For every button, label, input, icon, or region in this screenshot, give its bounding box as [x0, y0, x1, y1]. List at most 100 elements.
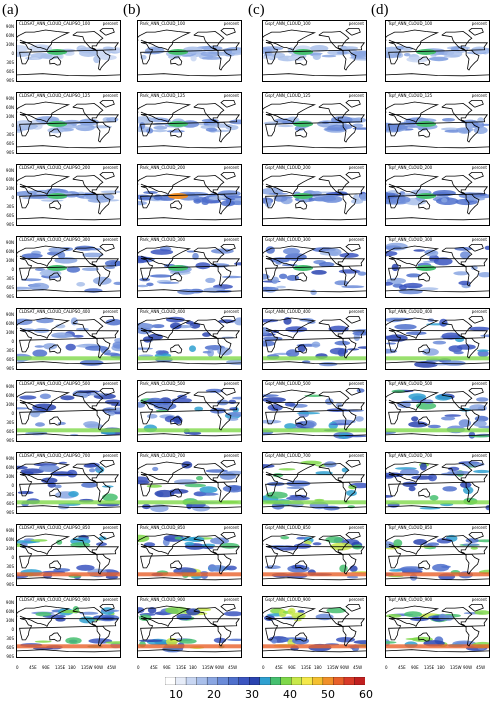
longitude-label: 0 — [385, 665, 388, 670]
panel-unit: percent — [102, 597, 118, 602]
panel-unit: percent — [223, 381, 239, 386]
cloud-fraction-map — [386, 388, 489, 439]
map-panel: Gspf_ANN_CLOUD_200 percent — [262, 164, 367, 226]
map-panel: Gspf_ANN_CLOUD_900 percent — [262, 596, 367, 658]
longitude-label: 0 — [137, 665, 140, 670]
latitude-label: 90S — [6, 78, 14, 83]
latitude-label: 90S — [6, 438, 14, 443]
map-panel: Tspf_ANN_CLOUD_300 percent — [385, 236, 490, 298]
latitude-label: 90S — [6, 294, 14, 299]
latitude-label: 60S — [6, 501, 14, 506]
cloud-fraction-map — [263, 388, 366, 439]
colorbar-swatch — [270, 677, 282, 685]
map-panel: Gspf_ANN_CLOUD_300 percent — [262, 236, 367, 298]
panel-title: Park_ANN_CLOUD_700 — [140, 453, 186, 458]
panel-title: Park_ANN_CLOUD_500 — [140, 381, 186, 386]
panel-unit: percent — [223, 165, 239, 170]
latitude-label: 60N — [5, 537, 14, 542]
cloud-fraction-map — [386, 28, 489, 77]
latitude-label: 90N — [5, 600, 14, 605]
latitude-label: 90S — [6, 366, 14, 371]
latitude-label: 90N — [5, 240, 14, 245]
longitude-label: 90W — [463, 665, 473, 670]
panel-unit: percent — [102, 453, 118, 458]
colorbar — [165, 677, 365, 685]
latitude-label: 30N — [5, 618, 14, 623]
latitude-label: 60S — [6, 357, 14, 362]
latitude-label: 90N — [5, 312, 14, 317]
latitude-label: 30N — [5, 114, 14, 119]
column-label: (a) — [2, 2, 19, 18]
panel-unit: percent — [471, 453, 487, 458]
longitude-label: 45W — [353, 665, 363, 670]
latitude-label: 60S — [6, 141, 14, 146]
latitude-label: 60S — [6, 213, 14, 218]
cloud-fraction-map — [386, 242, 489, 295]
longitude-label: 0 — [16, 665, 19, 670]
map-panel: Park_ANN_CLOUD_850 percent — [137, 524, 242, 586]
latitude-label: 90S — [6, 222, 14, 227]
panel-title: Gspf_ANN_CLOUD_125 — [265, 93, 311, 98]
panel-unit: percent — [102, 165, 118, 170]
panel-unit: percent — [471, 597, 487, 602]
panel-title: CLDSAT_ANN_CLOUD_CALIPSO_400 — [19, 309, 91, 314]
latitude-label: 30S — [6, 636, 14, 641]
panel-title: Tspf_ANN_CLOUD_400 — [388, 309, 433, 314]
latitude-label: 60S — [6, 645, 14, 650]
latitude-label: 30S — [6, 348, 14, 353]
cloud-fraction-map — [386, 604, 489, 653]
latitude-label: 0 — [11, 483, 14, 488]
latitude-label: 30N — [5, 186, 14, 191]
latitude-label: 90S — [6, 654, 14, 659]
longitude-label: 90E — [411, 665, 419, 670]
colorbar-swatch — [196, 677, 208, 685]
panel-title: Gspf_ANN_CLOUD_900 — [265, 597, 311, 602]
longitude-label: 135E — [176, 665, 187, 670]
cloud-fraction-map — [138, 100, 241, 149]
colorbar-swatch — [322, 677, 334, 685]
cloud-fraction-map — [17, 460, 120, 510]
colorbar-swatch — [165, 677, 176, 685]
cloud-fraction-map — [138, 388, 241, 437]
map-panel: Park_ANN_CLOUD_125 percent — [137, 92, 242, 154]
longitude-label: 45W — [107, 665, 117, 670]
longitude-label: 135E — [55, 665, 66, 670]
panel-unit: percent — [348, 381, 364, 386]
latitude-label: 60N — [5, 465, 14, 470]
latitude-label: 60S — [6, 429, 14, 434]
colorbar-swatch — [343, 677, 355, 685]
colorbar-label: 40 — [283, 688, 297, 701]
map-panel: Tspf_ANN_CLOUD_400 percent — [385, 308, 490, 370]
panel-unit: percent — [471, 93, 487, 98]
map-panel: Park_ANN_CLOUD_400 percent — [137, 308, 242, 370]
latitude-label: 0 — [11, 339, 14, 344]
column-label: (c) — [248, 2, 265, 18]
longitude-label: 180 — [314, 665, 322, 670]
panel-title: CLDSAT_ANN_CLOUD_CALIPSO_900 — [19, 597, 91, 602]
latitude-label: 30S — [6, 60, 14, 65]
cloud-fraction-map — [138, 460, 241, 513]
latitude-label: 60N — [5, 609, 14, 614]
latitude-label: 60N — [5, 33, 14, 38]
map-panel: Park_ANN_CLOUD_700 percent — [137, 452, 242, 514]
cloud-fraction-map — [263, 172, 366, 221]
longitude-label: 45E — [150, 665, 158, 670]
latitude-label: 90N — [5, 384, 14, 389]
latitude-label: 60N — [5, 321, 14, 326]
map-panel: CLDSAT_ANN_CLOUD_CALIPSO_200 percent — [16, 164, 121, 226]
panel-title: Gspf_ANN_CLOUD_200 — [265, 165, 311, 170]
panel-unit: percent — [223, 525, 239, 530]
panel-unit: percent — [471, 525, 487, 530]
map-panel: Park_ANN_CLOUD_500 percent — [137, 380, 242, 442]
longitude-label: 90E — [288, 665, 296, 670]
map-panel: Gspf_ANN_CLOUD_850 percent — [262, 524, 367, 586]
cloud-fraction-map — [263, 316, 366, 367]
map-panel: Tspf_ANN_CLOUD_700 percent — [385, 452, 490, 514]
panel-title: Park_ANN_CLOUD_400 — [140, 309, 186, 314]
map-panel: Tspf_ANN_CLOUD_500 percent — [385, 380, 490, 442]
panel-title: Gspf_ANN_CLOUD_400 — [265, 309, 311, 314]
panel-unit: percent — [102, 93, 118, 98]
map-panel: Gspf_ANN_CLOUD_400 percent — [262, 308, 367, 370]
latitude-label: 30N — [5, 474, 14, 479]
longitude-label: 90E — [163, 665, 171, 670]
